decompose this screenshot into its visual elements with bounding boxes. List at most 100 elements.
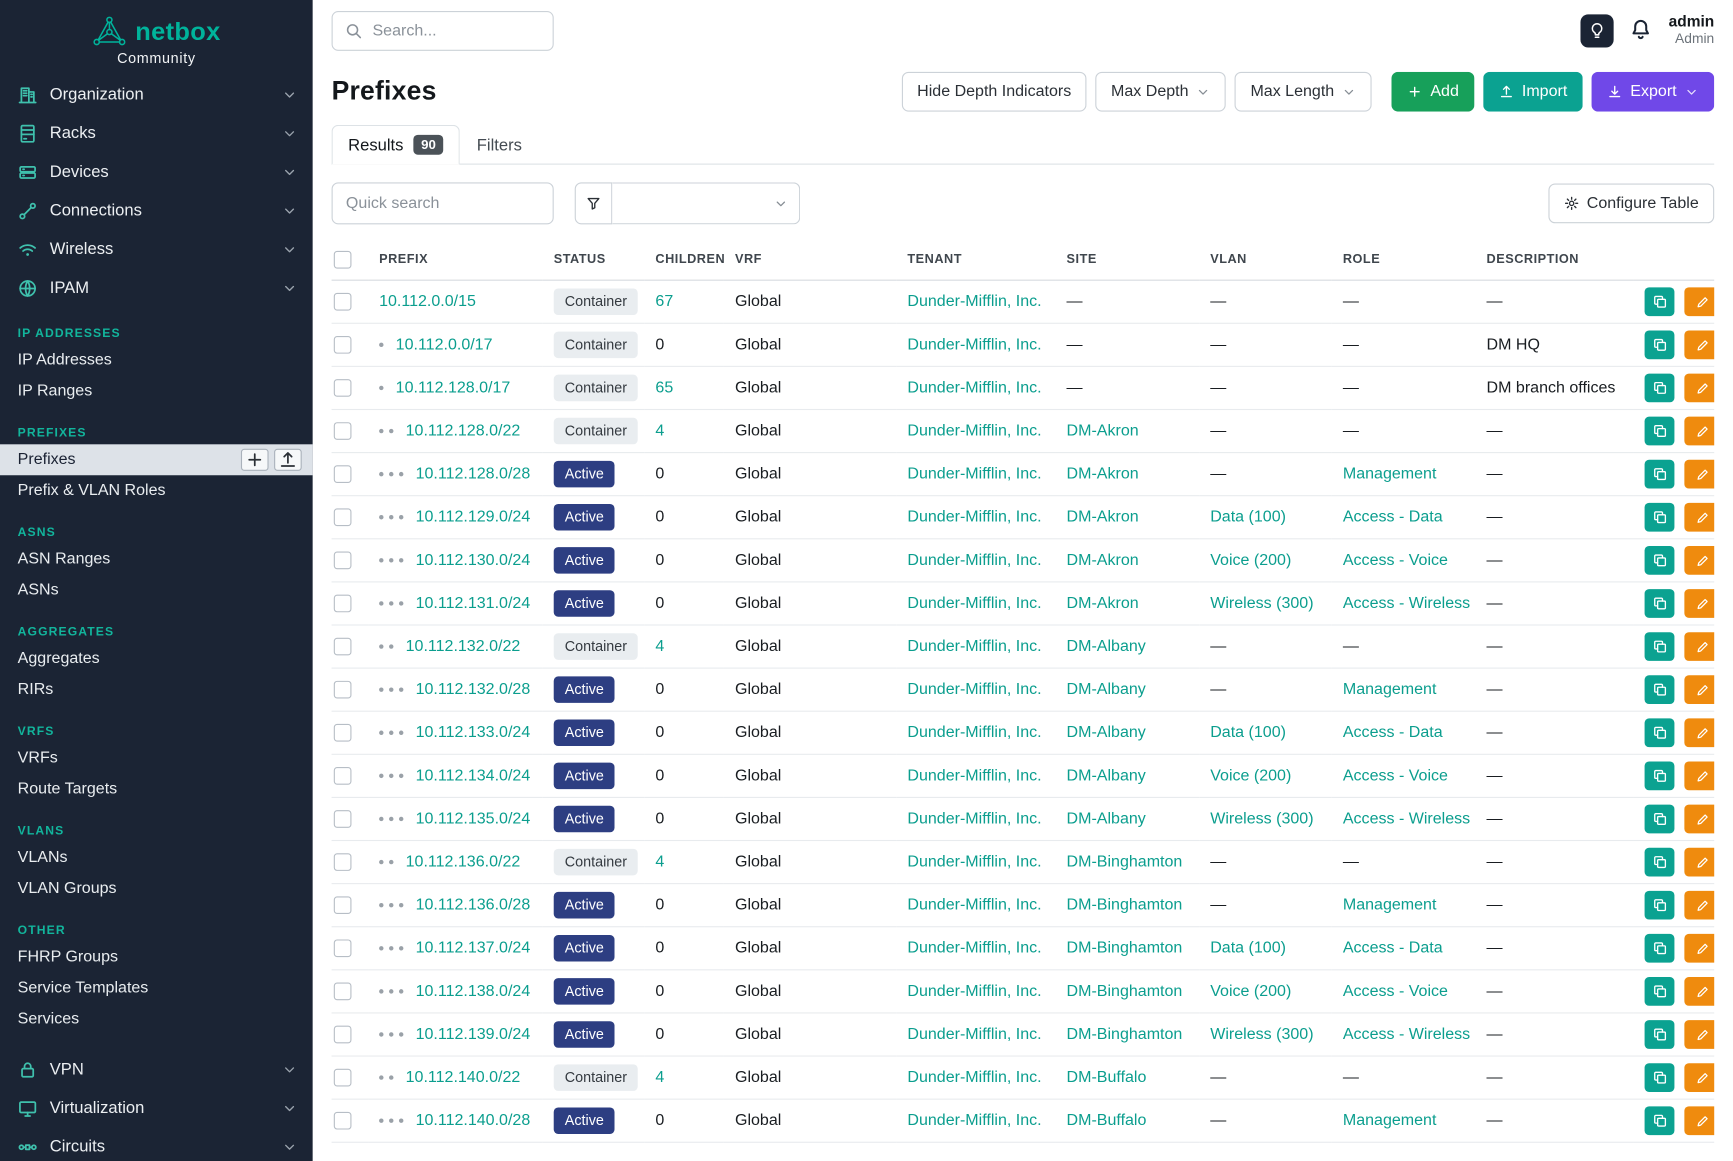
clone-button[interactable] [1644,718,1675,748]
vlan-link[interactable]: Voice (200) [1210,982,1292,1001]
sidebar-item-wireless[interactable]: Wireless [0,230,313,269]
edit-button[interactable] [1684,632,1715,661]
edit-button[interactable] [1684,330,1715,360]
vlan-link[interactable]: Data (100) [1210,508,1286,527]
prefix-link[interactable]: 10.112.133.0/24 [415,723,531,742]
site-link[interactable]: DM-Buffalo [1066,1111,1147,1130]
sidebar-item-fhrp-groups[interactable]: FHRP Groups [0,942,313,973]
children-link[interactable]: 4 [655,422,665,440]
tenant-link[interactable]: Dunder-Mifflin, Inc. [907,379,1042,397]
children-link[interactable]: 67 [655,292,674,311]
edit-button[interactable] [1684,416,1715,446]
prefix-link[interactable]: 10.112.0.0/15 [379,292,476,311]
edit-button[interactable] [1684,459,1715,489]
role-link[interactable]: Management [1342,1111,1437,1130]
site-link[interactable]: DM-Albany [1066,767,1146,785]
clone-button[interactable] [1644,287,1675,317]
row-checkbox[interactable] [333,1068,352,1087]
tenant-link[interactable]: Dunder-Mifflin, Inc. [907,939,1042,958]
clone-button[interactable] [1644,1020,1675,1049]
sidebar-item-vlans[interactable]: VLANs [0,842,313,873]
sidebar-item-devices[interactable]: Devices [0,153,313,192]
tenant-link[interactable]: Dunder-Mifflin, Inc. [907,551,1042,570]
row-checkbox[interactable] [333,336,352,354]
row-checkbox[interactable] [333,508,352,527]
brand[interactable]: netbox Community [0,0,313,75]
edit-button[interactable] [1684,1063,1715,1092]
tenant-link[interactable]: Dunder-Mifflin, Inc. [907,1111,1042,1130]
max-depth-dropdown[interactable]: Max Depth [1095,71,1227,112]
clone-button[interactable] [1644,373,1675,403]
row-checkbox[interactable] [333,680,352,699]
vlan-link[interactable]: Voice (200) [1210,767,1292,785]
tenant-link[interactable]: Dunder-Mifflin, Inc. [907,292,1042,311]
vlan-link[interactable]: Data (100) [1210,939,1286,958]
site-link[interactable]: DM-Albany [1066,680,1146,699]
tenant-link[interactable]: Dunder-Mifflin, Inc. [907,810,1042,828]
site-link[interactable]: DM-Akron [1066,465,1139,483]
sidebar-item-rirs[interactable]: RIRs [0,674,313,705]
role-link[interactable]: Access - Wireless [1342,810,1471,828]
tenant-link[interactable]: Dunder-Mifflin, Inc. [907,508,1042,527]
clone-button[interactable] [1644,847,1675,877]
tenant-link[interactable]: Dunder-Mifflin, Inc. [907,767,1042,785]
sidebar-item-circuits[interactable]: Circuits [0,1127,313,1161]
tenant-link[interactable]: Dunder-Mifflin, Inc. [907,853,1042,871]
saved-filter-select[interactable] [612,182,801,225]
prefix-link[interactable]: 10.112.131.0/24 [415,594,531,613]
role-link[interactable]: Access - Data [1342,939,1443,958]
vlan-link[interactable]: Wireless (300) [1210,1025,1314,1044]
prefix-link[interactable]: 10.112.137.0/24 [415,939,531,958]
row-checkbox[interactable] [333,939,352,958]
children-link[interactable]: 4 [655,637,665,656]
row-checkbox[interactable] [333,594,352,613]
sidebar-item-racks[interactable]: Racks [0,114,313,153]
sidebar-item-prefix-vlan-roles[interactable]: Prefix & VLAN Roles [0,475,313,506]
site-link[interactable]: DM-Buffalo [1066,1068,1147,1087]
tenant-link[interactable]: Dunder-Mifflin, Inc. [907,1068,1042,1087]
quick-add-button[interactable] [240,448,269,471]
prefix-link[interactable]: 10.112.0.0/17 [395,335,493,354]
site-link[interactable]: DM-Binghamton [1066,896,1183,915]
clone-button[interactable] [1644,1106,1675,1136]
sidebar-item-services[interactable]: Services [0,1004,313,1035]
filter-button[interactable] [574,182,613,225]
row-checkbox[interactable] [333,551,352,570]
clone-button[interactable] [1644,1063,1675,1092]
prefix-link[interactable]: 10.112.136.0/28 [415,896,531,915]
add-button[interactable]: Add [1391,71,1475,112]
tab-filters[interactable]: Filters [460,126,538,165]
site-link[interactable]: DM-Akron [1066,594,1139,613]
tab-results[interactable]: Results 90 [331,124,461,165]
prefix-link[interactable]: 10.112.134.0/24 [415,767,531,785]
prefix-link[interactable]: 10.112.132.0/28 [415,680,531,699]
clone-button[interactable] [1644,416,1675,446]
quick-import-button[interactable] [274,448,302,471]
row-checkbox[interactable] [333,379,352,397]
role-link[interactable]: Access - Wireless [1342,594,1471,613]
vlan-link[interactable]: Wireless (300) [1210,810,1314,828]
row-checkbox[interactable] [333,896,352,915]
edit-button[interactable] [1684,890,1715,920]
children-link[interactable]: 65 [655,379,674,397]
tenant-link[interactable]: Dunder-Mifflin, Inc. [907,637,1042,656]
clone-button[interactable] [1644,804,1675,834]
sidebar-item-ip-ranges[interactable]: IP Ranges [0,376,313,407]
site-link[interactable]: DM-Albany [1066,637,1146,656]
row-checkbox[interactable] [333,1111,352,1130]
vlan-link[interactable]: Wireless (300) [1210,594,1314,613]
import-button[interactable]: Import [1483,71,1583,112]
prefix-link[interactable]: 10.112.130.0/24 [415,551,531,570]
sidebar-item-vrfs[interactable]: VRFs [0,743,313,774]
edit-button[interactable] [1684,373,1715,403]
row-checkbox[interactable] [333,637,352,656]
sidebar-item-asns[interactable]: ASNs [0,575,313,606]
sidebar-item-virtualization[interactable]: Virtualization [0,1089,313,1128]
role-link[interactable]: Access - Voice [1342,982,1448,1001]
role-link[interactable]: Management [1342,896,1437,915]
prefix-link[interactable]: 10.112.128.0/22 [405,422,521,440]
site-link[interactable]: DM-Binghamton [1066,1025,1183,1044]
site-link[interactable]: DM-Akron [1066,508,1139,527]
quick-search-input[interactable] [331,182,554,225]
row-checkbox[interactable] [333,422,352,440]
